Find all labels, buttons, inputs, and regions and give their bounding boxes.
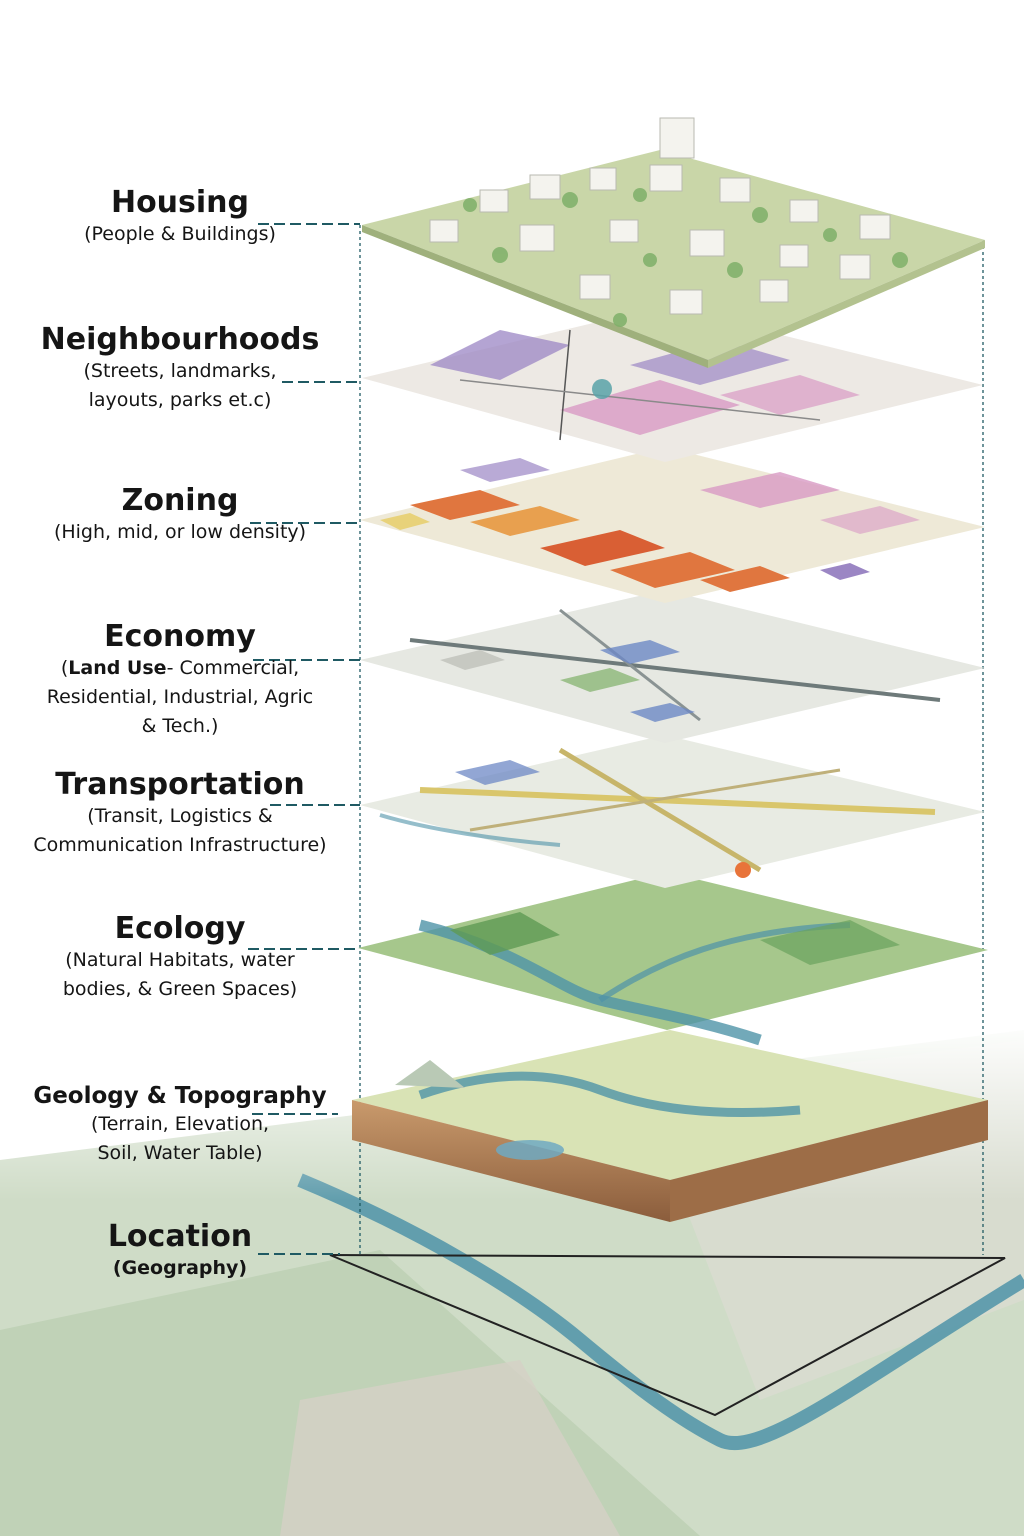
layer-neighbourhoods [362, 306, 983, 462]
layer-title: Economy [104, 619, 256, 654]
layer-subtitle: (High, mid, or low density) [53, 521, 307, 543]
layer-geology [352, 1030, 988, 1222]
label-geology: Geology & Topography (Terrain, Elevation… [20, 1082, 340, 1168]
layer-title: Geology & Topography [33, 1083, 327, 1109]
layer-subtitle: layouts, parks et.c) [88, 389, 272, 411]
layer-housing [362, 117, 985, 368]
layer-subtitle: (Geography) [112, 1257, 248, 1279]
layer-zoning [360, 447, 985, 603]
subtitle-rest: - Commercial, [166, 657, 300, 679]
layer-subtitle: Residential, Industrial, Agric [46, 686, 314, 708]
label-housing: Housing (People & Buildings) [30, 186, 330, 249]
label-economy: Economy (Land Use- Commercial, Residenti… [20, 620, 340, 741]
layer-subtitle: (Natural Habitats, water [65, 949, 295, 971]
layer-subtitle: bodies, & Green Spaces) [62, 978, 298, 1000]
layer-title: Location [107, 1219, 253, 1254]
landmark-marker [592, 379, 612, 399]
label-transportation: Transportation (Transit, Logistics & Com… [10, 768, 350, 860]
layer-subtitle: & Tech.) [141, 715, 219, 737]
layer-transportation [360, 735, 985, 888]
layer-title: Housing [110, 185, 250, 220]
subtitle-prefix: ( [60, 657, 69, 679]
layer-subtitle: (Land Use- Commercial, [20, 654, 340, 683]
layer-economy [360, 590, 985, 743]
layer-subtitle: (Streets, landmarks, [83, 360, 277, 382]
layer-subtitle: (Terrain, Elevation, [90, 1113, 270, 1135]
layer-title: Neighbourhoods [40, 322, 320, 357]
layer-subtitle: Communication Infrastructure) [33, 834, 327, 856]
layer-subtitle: (People & Buildings) [84, 223, 276, 245]
label-zoning: Zoning (High, mid, or low density) [30, 484, 330, 547]
label-ecology: Ecology (Natural Habitats, water bodies,… [20, 912, 340, 1004]
layer-subtitle: (Transit, Logistics & [87, 805, 273, 827]
layer-title: Transportation [55, 767, 305, 802]
label-location: Location (Geography) [30, 1220, 330, 1283]
layer-ecology [358, 872, 988, 1046]
transport-node [735, 862, 751, 878]
base-frame [329, 1254, 1006, 1417]
layer-title: Zoning [121, 483, 239, 518]
layer-title: Ecology [114, 911, 246, 946]
label-neighbourhoods: Neighbourhoods (Streets, landmarks, layo… [20, 323, 340, 415]
leader-lines [248, 223, 360, 1255]
subtitle-bold: Land Use [68, 657, 167, 679]
layer-subtitle: Soil, Water Table) [97, 1142, 263, 1164]
